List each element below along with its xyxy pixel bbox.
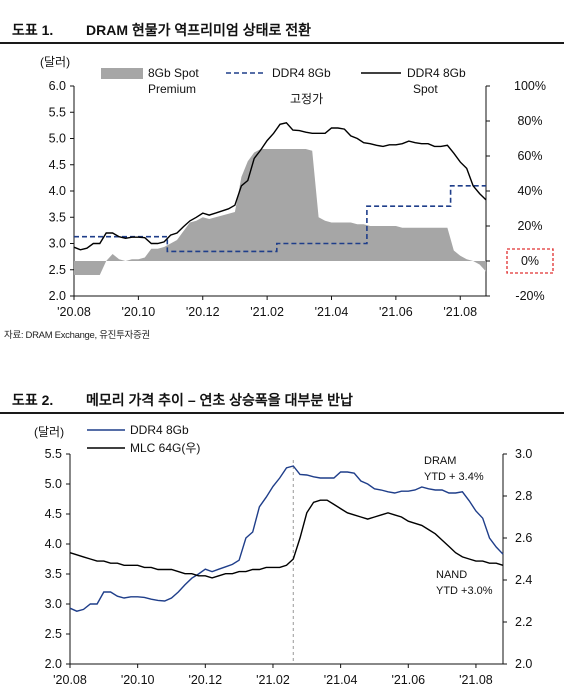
chart2-annotation-nand-ytd: YTD +3.0% [436,585,493,597]
chart1-x-tick-label: '21.08 [443,305,477,319]
chart2-right-tick-label: 2.8 [515,489,532,503]
chart1-x-tick-label: '21.06 [379,305,413,319]
chart2-x-tick-label: '20.08 [53,673,87,687]
chart1-legend-spot-label: DDR4 8Gb [407,66,466,80]
chart1-right-tick-label: 100% [514,79,546,93]
chart1-left-tick-label: 5.0 [49,132,66,146]
chart2-left-tick-label: 3.0 [45,597,62,611]
figure1-header: 도표 1. DRAM 현물가 역프리미엄 상태로 전환 [0,14,564,44]
chart1-series-fixed-line [74,185,486,253]
chart2-left-tick-label: 2.0 [45,657,62,671]
chart1-legend-fixed-label: 고정가 [290,92,323,106]
chart2-left-tick-label: 4.5 [45,507,62,521]
chart2-left-tick-label: 4.0 [45,537,62,551]
chart2-annotation-dram-ytd: YTD + 3.4% [424,471,484,483]
chart1: (달러) 2.0 2.5 3.0 3.5 4.0 4.5 5.0 5.5 6.0 -20% 0% 20%… [40,55,554,319]
chart1-x-tick-label: '21.02 [250,305,284,319]
chart2-x-tick-label: '20.10 [121,673,155,687]
chart2-unit-label: (달러) [34,425,64,439]
chart2-right-tick-label: 2.4 [515,573,532,587]
chart1-zero-highlight-box [506,248,554,274]
chart2-annotation-dram: DRAM [424,455,456,467]
chart1-series-spot-line [73,122,487,251]
figure1-source: 자료: DRAM Exchange, 유진투자증권 [4,330,150,341]
chart2-x-tick-label: '21.08 [459,673,493,687]
chart1-left-tick-label: 4.5 [49,158,66,172]
figure1-title: DRAM 현물가 역프리미엄 상태로 전환 [86,22,311,38]
chart2-legend-mlc-label: MLC 64G(우) [130,441,200,455]
chart2-right-tick-label: 2.2 [515,615,532,629]
chart1-right-tick-label: 80% [517,114,542,128]
chart2-right-tick-label: 2.6 [515,531,532,545]
chart2-left-tick-label: 5.0 [45,477,62,491]
chart1-left-tick-label: 4.0 [49,184,66,198]
chart1-right-tick-label: -20% [515,289,544,303]
chart2-right-tick-label: 2.0 [515,657,532,671]
chart1-legend-premium-label: Premium [148,82,196,96]
figure2-rule [0,412,564,414]
chart2-x-tick-label: '21.04 [324,673,358,687]
chart1-left-tick-label: 2.5 [49,263,66,277]
chart1-x-tick-label: '20.10 [122,305,156,319]
chart2: (달러) 2.0 2.5 3.0 3.5 4.0 4.5 5.0 5.5 2.0 2.2 2.4 2.6… [34,423,532,687]
chart2-right-tick-label: 3.0 [515,447,532,461]
chart2-x-tick-label: '20.12 [188,673,222,687]
figure1-number: 도표 1. [12,22,54,38]
chart2-series-ddr4-line [69,465,504,612]
chart1-right-tick-label: 40% [517,184,542,198]
chart1-x-tick-label: '20.08 [57,305,91,319]
chart1-legend-fixed-label: DDR4 8Gb [272,66,331,80]
chart1-unit-label: (달러) [40,55,70,69]
chart2-annotation-nand: NAND [436,569,467,581]
chart1-legend-premium-swatch [101,68,143,79]
chart1-left-tick-label: 6.0 [49,79,66,93]
chart1-right-tick-label: 0% [521,254,539,268]
chart1-right-tick-label: 60% [517,149,542,163]
chart1-left-tick-label: 3.5 [49,210,66,224]
chart1-legend-premium-label: 8Gb Spot [148,66,199,80]
chart1-x-tick-label: '21.04 [315,305,349,319]
chart1-x-tick-label: '20.12 [186,305,220,319]
chart1-right-tick-label: 20% [517,219,542,233]
figure1-rule [0,42,564,44]
chart2-left-tick-label: 3.5 [45,567,62,581]
chart1-left-tick-label: 3.0 [49,237,66,251]
chart1-left-tick-label: 5.5 [49,105,66,119]
chart1-legend-spot-label: Spot [413,82,438,96]
chart2-series-mlc-line [69,499,504,579]
figure2-title: 메모리 가격 추이 – 연초 상승폭을 대부분 반납 [86,392,353,408]
figure2-number: 도표 2. [12,392,54,408]
chart2-x-tick-label: '21.06 [391,673,425,687]
chart2-x-tick-label: '21.02 [256,673,290,687]
chart1-left-tick-label: 2.0 [49,289,66,303]
chart2-legend-ddr4-label: DDR4 8Gb [130,423,189,437]
figure2-header: 도표 2. 메모리 가격 추이 – 연초 상승폭을 대부분 반납 [0,384,564,414]
chart2-left-tick-label: 2.5 [45,627,62,641]
chart1-series-premium-area [74,149,486,275]
chart2-left-tick-label: 5.5 [45,447,62,461]
